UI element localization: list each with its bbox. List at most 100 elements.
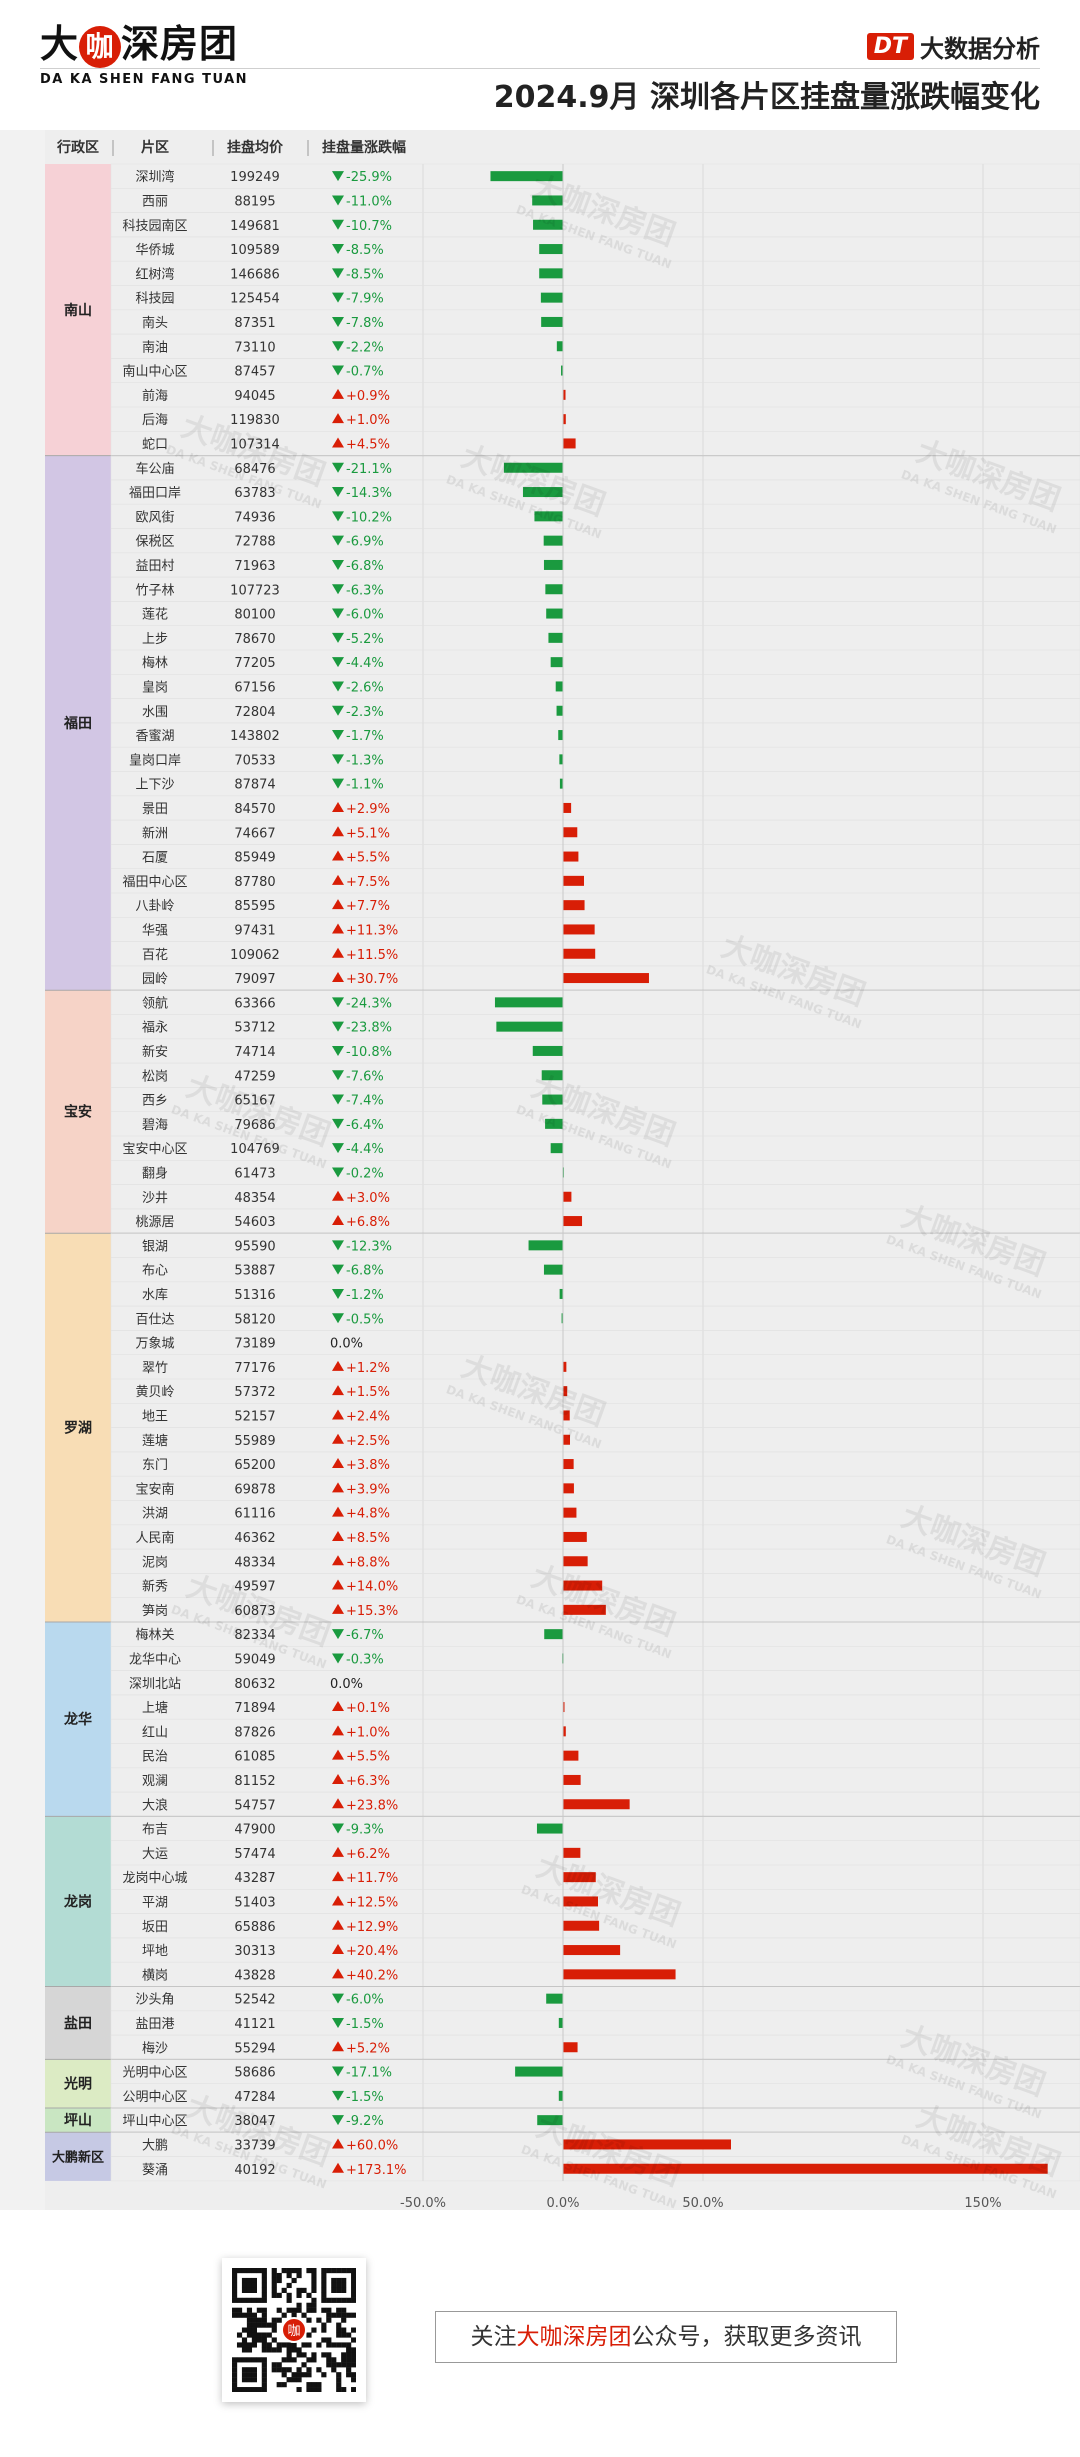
down-arrow-icon (332, 171, 344, 182)
change-value: -6.8% (346, 1264, 384, 1279)
change-bar (536, 1823, 563, 1834)
change-bar (563, 1799, 630, 1810)
up-arrow-icon (332, 850, 344, 861)
change-value: +12.9% (346, 1920, 398, 1935)
district-cell (45, 455, 111, 991)
qr-module (311, 2272, 317, 2279)
qr-module (296, 2367, 302, 2373)
qr-module (241, 2277, 248, 2284)
qr-module (326, 2352, 332, 2358)
qr-module (331, 2277, 337, 2284)
change-bar (541, 1070, 563, 1081)
qr-module (321, 2372, 327, 2378)
qr-module (261, 2332, 267, 2338)
change-value: -0.2% (346, 1166, 384, 1181)
change-value: +2.4% (346, 1409, 390, 1424)
qr-module (336, 2312, 342, 2318)
qr-module (261, 2362, 267, 2368)
change-bar (563, 1896, 598, 1907)
qr-module (291, 2312, 297, 2318)
change-value: +5.5% (346, 1750, 390, 1765)
area-name: 上塘 (142, 1700, 168, 1716)
area-name: 莲塘 (142, 1433, 168, 1449)
table-row (110, 2156, 1080, 2182)
qr-module (291, 2277, 297, 2284)
avg-price: 87826 (234, 1725, 275, 1740)
change-bar (563, 389, 566, 400)
avg-price: 51316 (234, 1288, 275, 1303)
area-name: 龙华中心 (129, 1652, 181, 1667)
qr-module (301, 2362, 307, 2368)
area-name: 百仕达 (135, 1312, 174, 1327)
area-name: 碧海 (142, 1118, 168, 1133)
change-value: -8.5% (346, 267, 384, 282)
change-value: -6.0% (346, 1993, 384, 2008)
avg-price: 59049 (234, 1652, 275, 1667)
down-arrow-icon (332, 1167, 344, 1178)
down-arrow-icon (332, 365, 344, 376)
avg-price: 74667 (234, 826, 275, 841)
change-bar (563, 1531, 587, 1542)
up-arrow-icon (332, 1433, 344, 1444)
qr-module (271, 2292, 277, 2298)
area-name: 车公庙 (135, 461, 174, 477)
area-name: 翠竹 (142, 1361, 168, 1376)
qr-module (261, 2382, 267, 2388)
avg-price: 107314 (230, 437, 280, 452)
qr-module (336, 2277, 342, 2284)
qr-module (306, 2387, 312, 2392)
change-value: -21.1% (346, 462, 392, 477)
change-bar (563, 1580, 603, 1591)
change-value: -7.4% (346, 1094, 384, 1109)
qr-module (241, 2377, 248, 2383)
qr-module (321, 2322, 327, 2328)
logo-char-1: 大 (40, 22, 80, 66)
avg-price: 57474 (234, 1847, 275, 1862)
area-name: 万象城 (135, 1337, 174, 1352)
change-bar (563, 827, 578, 838)
qr-module (346, 2268, 352, 2274)
avg-price: 70533 (234, 753, 275, 768)
change-bar (545, 584, 563, 595)
qr-module (241, 2347, 248, 2353)
qr-module (261, 2347, 267, 2353)
qr-module (246, 2322, 253, 2328)
qr-module (246, 2387, 253, 2392)
qr-module (271, 2367, 277, 2373)
qr-module (271, 2272, 277, 2279)
district-cell (45, 1622, 111, 1817)
qr-module (286, 2268, 292, 2274)
area-name: 南山中心区 (122, 364, 187, 380)
area-name: 福田口岸 (129, 486, 181, 501)
change-bar (555, 681, 563, 692)
up-arrow-icon (332, 1749, 344, 1760)
area-name: 大运 (142, 1847, 168, 1862)
avg-price: 87457 (234, 365, 275, 380)
change-bar (563, 414, 566, 425)
qr-module (291, 2357, 297, 2363)
qr-module (326, 2297, 332, 2303)
change-bar (563, 1604, 606, 1615)
qr-module (291, 2307, 297, 2313)
area-name: 百花 (142, 947, 168, 963)
change-value: +40.2% (346, 1968, 398, 1983)
change-value: +14.0% (346, 1580, 398, 1595)
change-value: -12.3% (346, 1239, 392, 1254)
avg-price: 77205 (234, 656, 275, 671)
qr-module (296, 2307, 302, 2313)
avg-price: 199249 (230, 170, 280, 185)
down-arrow-icon (332, 2115, 344, 2126)
change-bar (563, 973, 649, 984)
area-name: 宝安南 (135, 1481, 174, 1497)
qr-module (241, 2268, 248, 2274)
change-bar (563, 1386, 568, 1397)
district-cell (45, 990, 111, 1234)
area-name: 新洲 (142, 825, 168, 841)
down-arrow-icon (332, 511, 344, 522)
area-name: 景田 (142, 802, 168, 817)
qr-module (311, 2282, 317, 2289)
qr-module (296, 2372, 302, 2378)
area-name: 八卦岭 (135, 899, 174, 914)
change-bar (543, 535, 563, 546)
qr-module (336, 2362, 342, 2368)
